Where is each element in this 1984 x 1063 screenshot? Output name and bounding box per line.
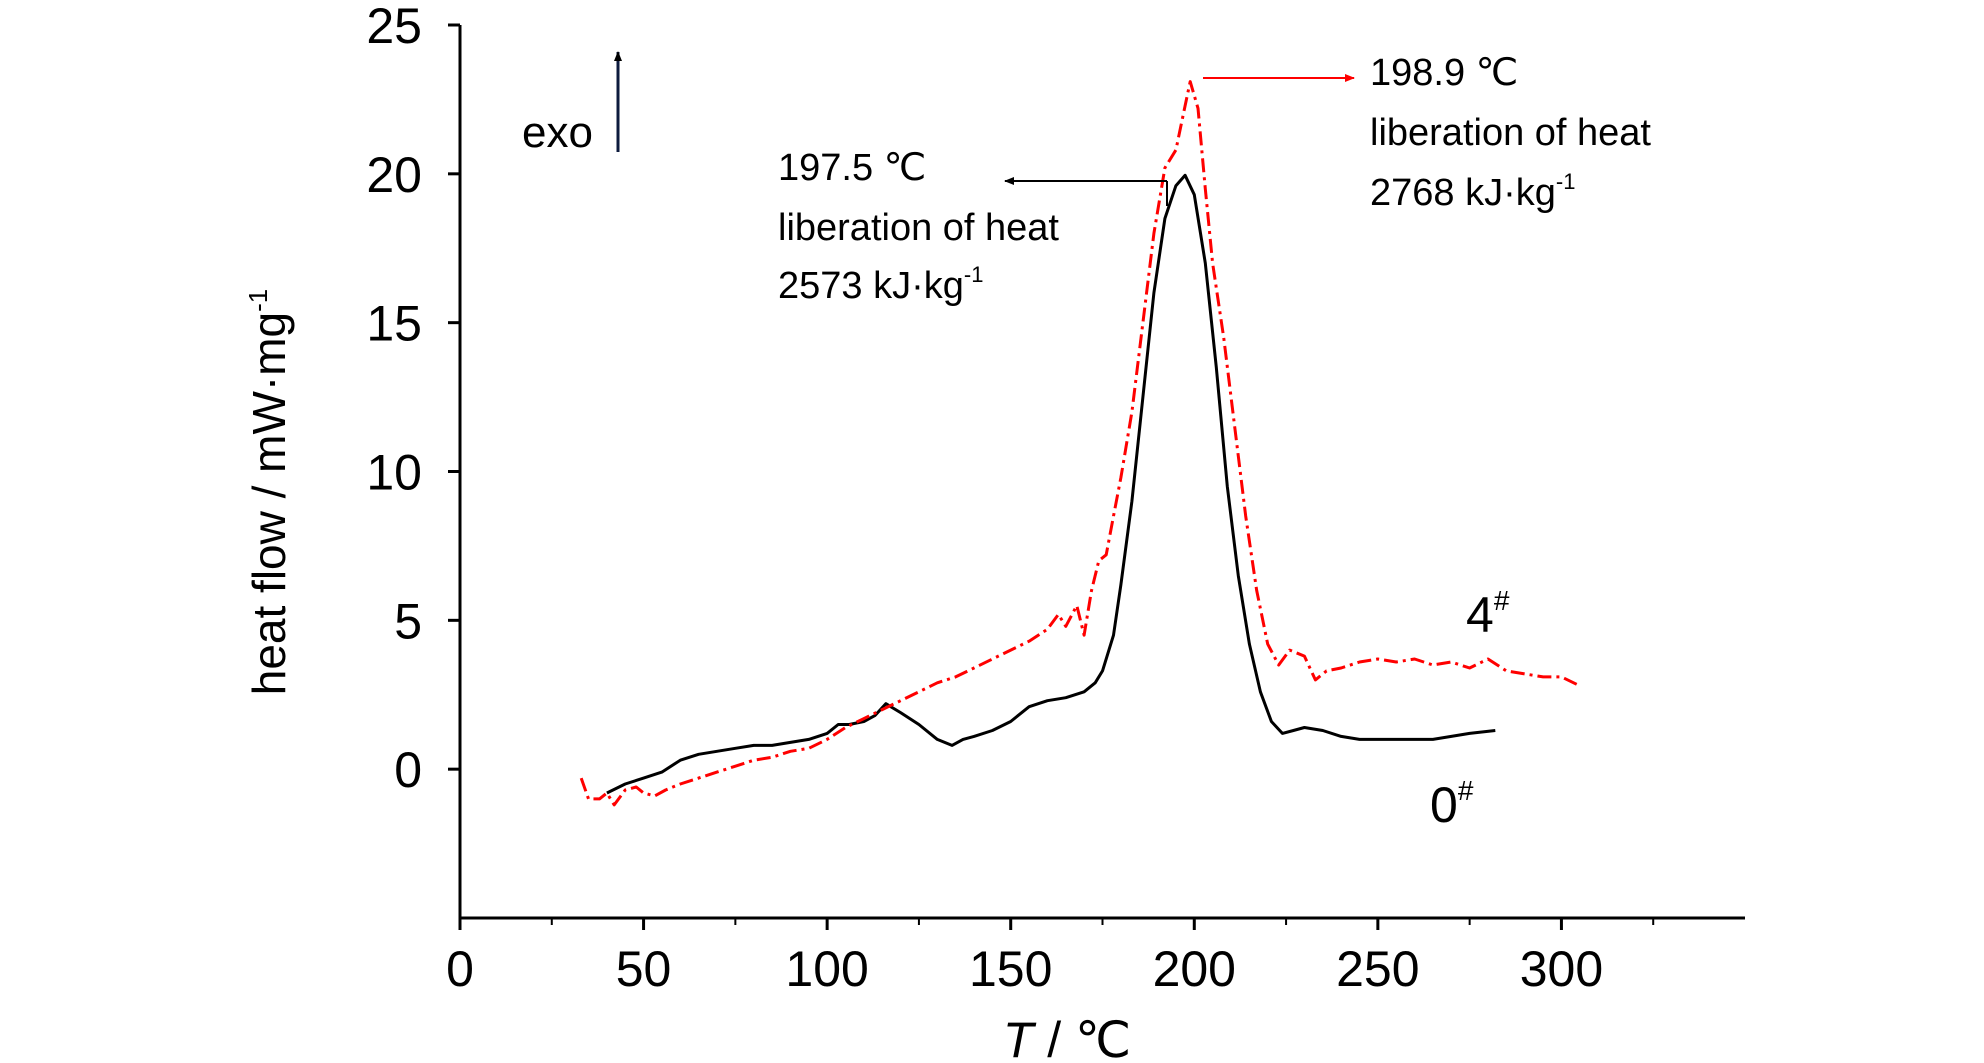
annotation-0-line-2: liberation of heat xyxy=(778,207,1059,249)
series-group xyxy=(579,80,1581,807)
axes xyxy=(458,25,1745,920)
y-tick-label: 25 xyxy=(366,0,422,54)
y-tick-label: 20 xyxy=(366,147,422,203)
series-line-0 xyxy=(606,173,1496,795)
x-axis-label: T / ℃ xyxy=(1003,1012,1131,1063)
x-tick-label: 150 xyxy=(969,941,1052,997)
x-tick-label: 250 xyxy=(1336,941,1419,997)
series-label-4: 4# xyxy=(1466,585,1510,643)
x-tick-label: 200 xyxy=(1153,941,1236,997)
annotation-4-line-1: 198.9 ℃ xyxy=(1370,52,1518,94)
y-tick-label: 15 xyxy=(366,296,422,352)
y-tick-label: 0 xyxy=(394,742,422,798)
y-axis-label: heat flow / mW·mg-1 xyxy=(243,289,295,696)
series-line-4 xyxy=(579,80,1581,807)
x-ticks: 0 50 100 150 200 250 300 xyxy=(446,918,1655,997)
annotation-peak-0: 197.5 ℃ liberation of heat 2573 kJ·kg-1 xyxy=(778,147,1168,307)
annotation-4-line-2: liberation of heat xyxy=(1370,112,1651,154)
annotation-0-line-3: 2573 kJ·kg-1 xyxy=(778,262,983,307)
x-tick-label: 50 xyxy=(616,941,672,997)
annotation-4-line-3: 2768 kJ·kg-1 xyxy=(1370,169,1575,214)
series-label-0: 0# xyxy=(1430,775,1474,833)
y-ticks: 0 5 10 15 20 25 xyxy=(366,0,460,798)
y-tick-label: 5 xyxy=(394,593,422,649)
x-tick-label: 0 xyxy=(446,941,474,997)
annotation-peak-4: 198.9 ℃ liberation of heat 2768 kJ·kg-1 xyxy=(1203,52,1651,214)
y-tick-label: 10 xyxy=(366,445,422,501)
annotation-0-line-1: 197.5 ℃ xyxy=(778,147,926,189)
exo-label: exo xyxy=(522,108,593,157)
x-tick-label: 300 xyxy=(1520,941,1603,997)
x-tick-label: 100 xyxy=(785,941,868,997)
